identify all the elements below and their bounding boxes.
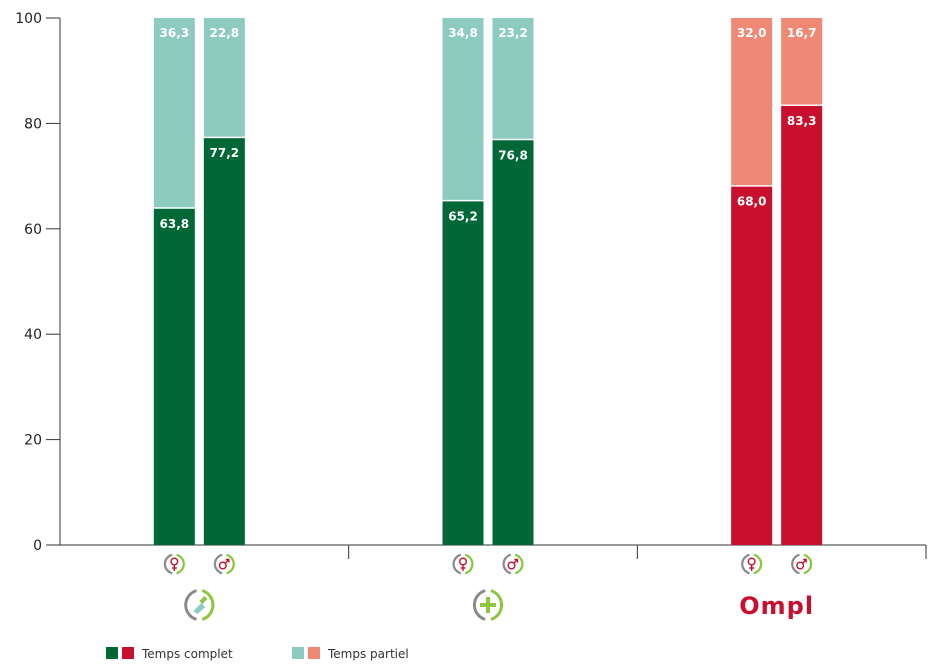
bar-temps-complet	[493, 140, 534, 545]
bar-value-label-partiel: 22,8	[210, 26, 240, 40]
male-symbol-icon	[504, 555, 523, 573]
y-tick-label: 0	[33, 538, 42, 554]
bar-value-label-partiel: 36,3	[160, 26, 190, 40]
bar-temps-complet	[781, 106, 822, 545]
bar-value-label-partiel: 23,2	[498, 26, 528, 40]
legend-swatch	[106, 647, 118, 659]
bar-value-label-complet: 83,3	[787, 114, 817, 128]
bar-temps-partiel	[154, 18, 195, 207]
male-symbol-icon	[215, 555, 234, 573]
bar-value-label-complet: 63,8	[160, 217, 190, 231]
y-tick-label: 60	[24, 222, 42, 238]
bar-temps-partiel	[443, 18, 484, 200]
bar-value-label-partiel: 16,7	[787, 26, 817, 40]
bar-value-label-partiel: 32,0	[737, 26, 767, 40]
chart-legend: Temps complet Temps partiel	[106, 647, 409, 661]
legend-swatch	[122, 647, 134, 659]
bar-temps-partiel	[731, 18, 772, 185]
bar-temps-complet	[731, 187, 772, 545]
bar-value-label-complet: 65,2	[448, 209, 478, 223]
bar-value-label-complet: 76,8	[498, 148, 528, 162]
legend-swatch	[292, 647, 304, 659]
plus-cross-logo	[474, 591, 501, 619]
female-symbol-icon	[165, 555, 184, 573]
y-tick-label: 40	[24, 327, 42, 343]
bar-value-label-complet: 77,2	[210, 146, 240, 160]
group-logos: Ompl	[186, 591, 814, 620]
ompl-logo-text: Ompl	[739, 592, 814, 620]
bar-temps-complet	[443, 201, 484, 545]
female-symbol-icon	[742, 555, 761, 573]
female-symbol-icon	[454, 555, 473, 573]
ompl-logo: Ompl	[739, 592, 814, 620]
bar-value-label-complet: 68,0	[737, 195, 767, 209]
y-tick-label: 20	[24, 433, 42, 449]
legend-item: Temps complet	[106, 647, 233, 661]
bar-temps-complet	[204, 138, 245, 545]
male-symbol-icon	[792, 555, 811, 573]
bar-temps-complet	[154, 209, 195, 545]
y-tick-label: 100	[15, 11, 42, 27]
y-tick-label: 80	[24, 116, 42, 132]
pharmacy-cross-logo	[186, 591, 213, 619]
legend-swatch	[308, 647, 320, 659]
legend-item: Temps partiel	[292, 647, 409, 661]
chart-bars: 63,8 36,3 77,2 22,8 65,2 34,8 76,8 23,2 68,0 32,0…	[154, 18, 822, 545]
legend-label: Temps partiel	[327, 647, 409, 661]
bar-value-label-partiel: 34,8	[448, 26, 478, 40]
sex-icons	[165, 555, 811, 573]
legend-label: Temps complet	[141, 647, 233, 661]
